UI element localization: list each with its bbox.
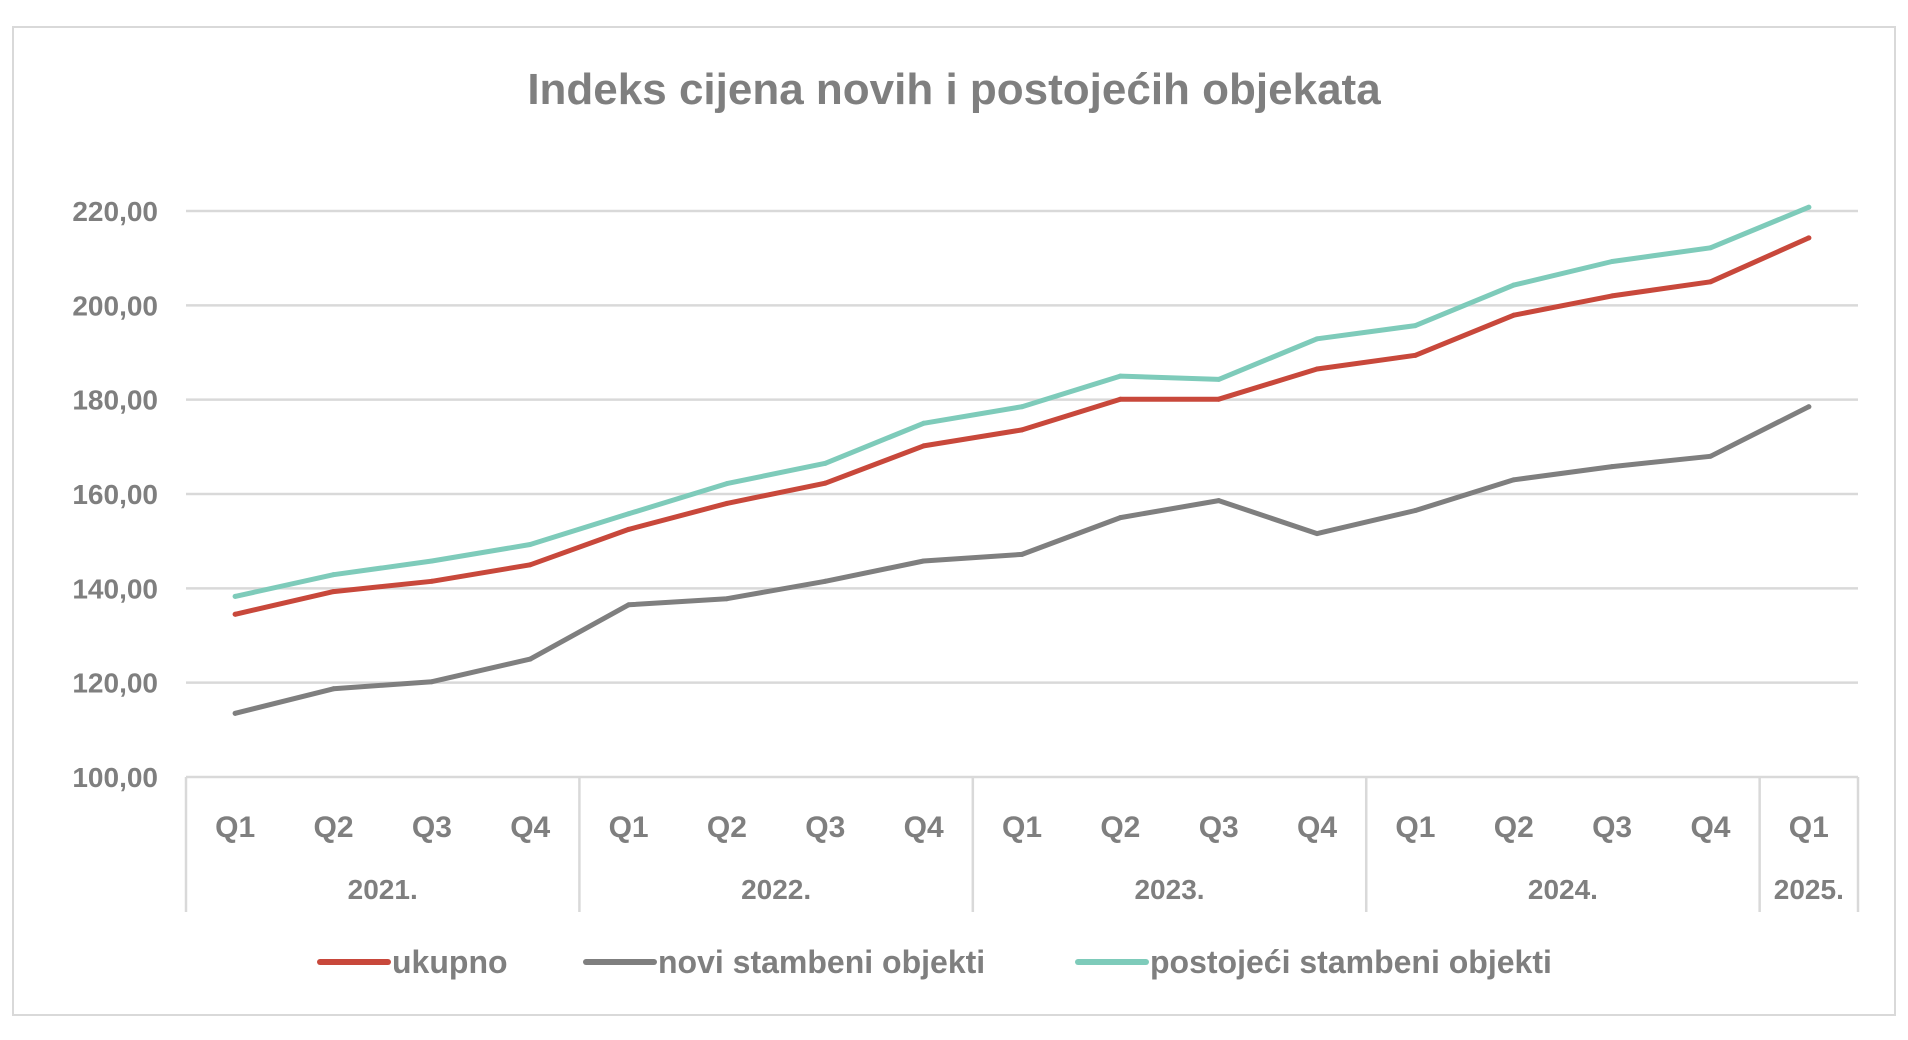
data-point bbox=[1216, 376, 1222, 382]
data-point bbox=[626, 526, 632, 532]
x-tick-label: Q4 bbox=[904, 811, 944, 844]
data-point bbox=[1609, 293, 1615, 299]
x-tick-label: Q3 bbox=[805, 811, 845, 844]
data-point bbox=[429, 558, 435, 564]
data-point bbox=[1511, 282, 1517, 288]
data-point bbox=[724, 500, 730, 506]
data-point bbox=[1019, 551, 1025, 557]
y-tick-label: 200,00 bbox=[72, 290, 158, 321]
data-point bbox=[1707, 453, 1713, 459]
data-point bbox=[1707, 279, 1713, 285]
y-tick-label: 220,00 bbox=[72, 196, 158, 227]
data-point bbox=[331, 572, 337, 578]
data-point bbox=[1412, 508, 1418, 514]
x-tick-label: Q4 bbox=[510, 811, 550, 844]
legend-label: ukupno bbox=[392, 944, 508, 980]
data-point bbox=[527, 562, 533, 568]
data-point bbox=[232, 593, 238, 599]
x-tick-label: Q2 bbox=[1100, 811, 1140, 844]
data-point bbox=[1019, 404, 1025, 410]
data-point bbox=[1314, 531, 1320, 537]
data-point bbox=[822, 480, 828, 486]
data-point bbox=[822, 460, 828, 466]
chart-title: Indeks cijena novih i postojećih objekat… bbox=[527, 65, 1381, 114]
x-tick-label: Q4 bbox=[1690, 811, 1730, 844]
data-point bbox=[1707, 245, 1713, 251]
data-point bbox=[1117, 515, 1123, 521]
x-tick-label: Q3 bbox=[1592, 811, 1632, 844]
data-point bbox=[429, 679, 435, 685]
x-group-label: 2022. bbox=[741, 874, 811, 905]
data-point bbox=[921, 558, 927, 564]
y-tick-label: 100,00 bbox=[72, 762, 158, 793]
x-tick-label: Q3 bbox=[412, 811, 452, 844]
data-point bbox=[921, 443, 927, 449]
x-tick-label: Q1 bbox=[1789, 811, 1829, 844]
data-point bbox=[1216, 396, 1222, 402]
data-point bbox=[331, 589, 337, 595]
data-point bbox=[331, 686, 337, 692]
data-point bbox=[527, 656, 533, 662]
chart-frame bbox=[12, 26, 1896, 1016]
data-point bbox=[1019, 427, 1025, 433]
data-point bbox=[1314, 366, 1320, 372]
x-tick-label: Q2 bbox=[314, 811, 354, 844]
data-point bbox=[1806, 204, 1812, 210]
data-point bbox=[527, 541, 533, 547]
data-point bbox=[1412, 323, 1418, 329]
data-point bbox=[232, 710, 238, 716]
data-point bbox=[429, 578, 435, 584]
y-tick-label: 140,00 bbox=[72, 573, 158, 604]
legend-label: novi stambeni objekti bbox=[658, 944, 985, 980]
data-point bbox=[1609, 258, 1615, 264]
data-point bbox=[1511, 477, 1517, 483]
series-line-3 bbox=[232, 204, 1812, 599]
data-point bbox=[724, 596, 730, 602]
data-point bbox=[1511, 312, 1517, 318]
x-tick-label: Q1 bbox=[609, 811, 649, 844]
x-tick-label: Q1 bbox=[215, 811, 255, 844]
data-point bbox=[921, 420, 927, 426]
data-point bbox=[1609, 464, 1615, 470]
data-point bbox=[1216, 498, 1222, 504]
series-line-1 bbox=[232, 235, 1812, 617]
x-group-label: 2025. bbox=[1774, 874, 1844, 905]
y-tick-label: 160,00 bbox=[72, 479, 158, 510]
x-group-label: 2021. bbox=[348, 874, 418, 905]
x-tick-label: Q4 bbox=[1297, 811, 1337, 844]
legend-label: postojeći stambeni objekti bbox=[1150, 944, 1552, 980]
data-point bbox=[1806, 235, 1812, 241]
series-line-2 bbox=[232, 404, 1812, 716]
data-point bbox=[1117, 396, 1123, 402]
x-tick-label: Q3 bbox=[1199, 811, 1239, 844]
data-point bbox=[724, 481, 730, 487]
data-point bbox=[232, 611, 238, 617]
x-tick-label: Q1 bbox=[1002, 811, 1042, 844]
x-group-label: 2023. bbox=[1134, 874, 1204, 905]
x-tick-label: Q2 bbox=[707, 811, 747, 844]
data-point bbox=[1314, 336, 1320, 342]
data-point bbox=[626, 602, 632, 608]
x-tick-label: Q2 bbox=[1494, 811, 1534, 844]
data-point bbox=[822, 578, 828, 584]
data-point bbox=[1412, 352, 1418, 358]
x-group-label: 2024. bbox=[1528, 874, 1598, 905]
x-tick-label: Q1 bbox=[1395, 811, 1435, 844]
y-tick-label: 180,00 bbox=[72, 385, 158, 416]
y-tick-label: 120,00 bbox=[72, 668, 158, 699]
data-point bbox=[626, 511, 632, 517]
data-point bbox=[1806, 404, 1812, 410]
data-point bbox=[1117, 373, 1123, 379]
